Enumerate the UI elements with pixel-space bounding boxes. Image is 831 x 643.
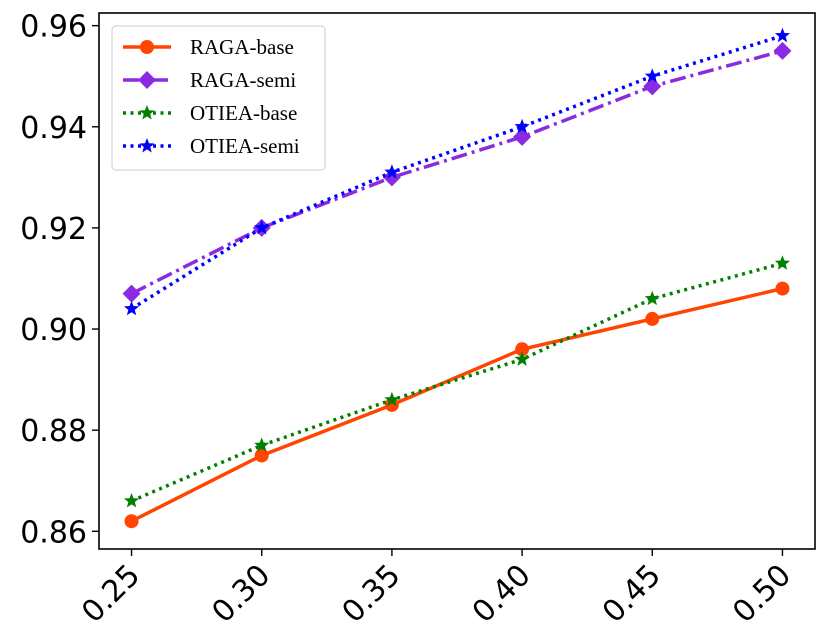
legend-item: RAGA-semi bbox=[123, 68, 296, 92]
data-point bbox=[513, 127, 532, 146]
data-point bbox=[515, 342, 530, 357]
x-tick-label: 0.50 bbox=[726, 558, 798, 630]
data-point bbox=[774, 255, 791, 270]
data-point bbox=[122, 284, 141, 303]
legend-item: OTIEA-semi bbox=[123, 134, 300, 158]
data-point bbox=[645, 311, 660, 326]
legend-marker bbox=[139, 105, 155, 120]
series-raga-base bbox=[124, 281, 790, 529]
y-tick-label: 0.86 bbox=[20, 515, 87, 550]
data-point bbox=[384, 391, 400, 407]
legend-item: OTIEA-base bbox=[123, 101, 297, 125]
data-point bbox=[384, 397, 399, 412]
series-line bbox=[130, 286, 783, 523]
legend-label: RAGA-base bbox=[190, 35, 294, 59]
x-tick-label: 0.35 bbox=[336, 558, 408, 630]
series-line bbox=[130, 261, 783, 503]
data-point bbox=[773, 41, 792, 60]
series-line bbox=[130, 34, 783, 311]
data-point bbox=[124, 514, 139, 529]
data-point bbox=[384, 164, 400, 179]
data-point bbox=[643, 77, 662, 96]
legend: RAGA-base RAGA-semi OTIEA-base OTIEA-semi bbox=[111, 25, 326, 171]
legend-item: RAGA-base bbox=[123, 35, 294, 59]
y-tick-label: 0.96 bbox=[20, 10, 87, 45]
data-point bbox=[382, 168, 401, 187]
data-point bbox=[644, 68, 660, 83]
data-point bbox=[254, 448, 269, 463]
x-tick-label: 0.40 bbox=[466, 558, 538, 630]
data-point bbox=[774, 27, 791, 43]
data-point bbox=[254, 219, 270, 235]
data-point bbox=[514, 351, 530, 366]
axes-layer: 0.86 0.88 0.90 0.92 0.94 0.96 0.25 0.30 0.35 0.40… bbox=[20, 10, 798, 630]
legend-label: OTIEA-base bbox=[190, 101, 297, 125]
legend-label: RAGA-semi bbox=[190, 68, 296, 92]
data-point bbox=[123, 492, 140, 508]
y-tick-label: 0.92 bbox=[20, 212, 87, 247]
x-tick-label: 0.25 bbox=[75, 558, 147, 630]
legend-box bbox=[111, 25, 326, 171]
series-line bbox=[130, 49, 783, 296]
y-tick-label: 0.88 bbox=[20, 414, 87, 449]
x-tick-label: 0.30 bbox=[205, 558, 277, 630]
data-point bbox=[775, 281, 790, 296]
data-point bbox=[514, 118, 530, 134]
legend-marker bbox=[140, 40, 154, 54]
legend-marker bbox=[139, 138, 155, 153]
data-point bbox=[254, 437, 270, 452]
y-tick-label: 0.94 bbox=[20, 111, 87, 146]
x-tick-label: 0.45 bbox=[596, 558, 668, 630]
series-layer bbox=[122, 27, 792, 529]
y-tick-label: 0.90 bbox=[20, 313, 87, 348]
data-point bbox=[123, 300, 140, 316]
plot-frame bbox=[98, 12, 816, 550]
legend-label: OTIEA-semi bbox=[190, 134, 300, 158]
legend-marker bbox=[138, 71, 156, 89]
data-point bbox=[644, 290, 660, 306]
series-otiea-base bbox=[123, 255, 791, 508]
series-otiea-semi bbox=[123, 27, 791, 316]
